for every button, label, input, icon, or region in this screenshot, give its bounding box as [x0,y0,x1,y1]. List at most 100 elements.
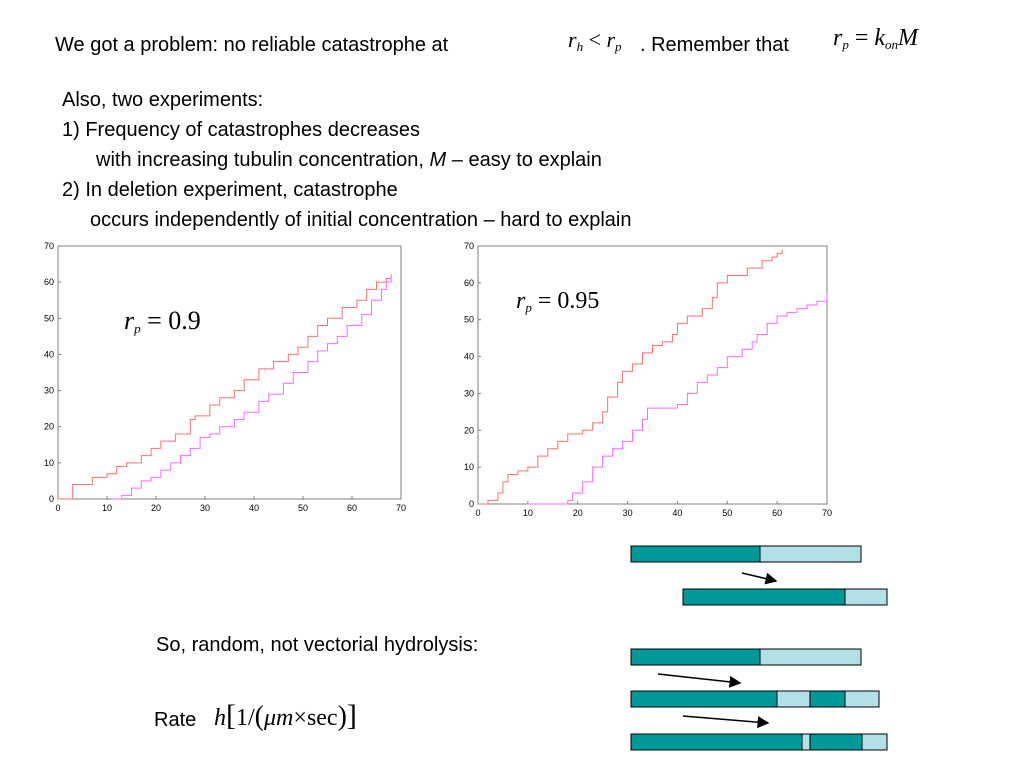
data-point [567,499,569,501]
data-point [297,346,299,348]
data-point [175,433,177,435]
data-point [336,335,338,337]
y-tick-label: 20 [464,425,474,435]
data-point [497,492,499,494]
y-tick-label: 50 [44,313,54,323]
data-point [632,363,634,365]
rate-equation: rp = konM [833,25,919,52]
chart-2-annotation: rp = 0.95 [516,288,600,315]
data-point [602,411,604,413]
x-tick-label: 30 [623,508,633,518]
data-point [771,256,773,258]
data-point [602,455,604,457]
data-point [385,281,387,283]
data-point [307,335,309,337]
y-tick-label: 10 [464,462,474,472]
y-tick-label: 70 [464,241,474,251]
data-point [507,474,509,476]
chart-2: 0 10 20 30 40 50 60 70 0 10 20 30 40 50 60 70 [464,241,832,518]
data-point [111,498,113,500]
chart-1-plot-area [57,245,402,500]
data-point [786,311,788,313]
x-tick-label: 0 [475,508,480,518]
data-point [582,429,584,431]
data-point [676,403,678,405]
data-point [327,343,328,345]
x-tick-label: 20 [151,503,161,513]
data-point [160,440,162,442]
experiments-intro: Also, two experiments: [62,89,264,111]
data-point [356,299,358,301]
data-point [716,367,718,369]
x-tick-label: 40 [672,508,682,518]
data-point [273,361,275,363]
data-point [796,308,798,310]
y-tick-label: 30 [44,386,54,396]
data-point [317,350,319,352]
data-point [194,415,196,417]
x-tick-label: 20 [573,508,583,518]
data-point [72,484,74,486]
data-point [557,440,559,442]
data-point [180,455,181,457]
data-point [361,314,363,316]
experiment-2-line-2: occurs independently of initial concentr… [90,209,632,231]
x-tick-label: 60 [347,503,357,513]
data-point [57,498,59,500]
data-point [617,381,619,383]
data-point [380,288,382,290]
data-point [346,325,348,327]
y-tick-label: 20 [44,422,54,432]
data-point [233,390,235,392]
data-point [376,281,377,283]
data-point [258,368,260,370]
data-point [567,433,569,435]
y-tick-label: 40 [464,352,474,362]
data-point [282,382,284,384]
data-point [741,348,743,350]
data-point [86,484,88,486]
data-point [547,448,549,450]
y-tick-label: 30 [464,388,474,398]
data-point [592,422,594,424]
y-tick-label: 70 [44,241,54,251]
data-point [150,447,152,449]
data-point [371,299,373,301]
data-point [746,267,748,269]
data-point [307,361,309,363]
data-point [776,315,778,317]
data-point [527,503,529,505]
data-point [317,325,319,327]
data-point [160,469,162,471]
data-point [366,288,368,290]
headline: We got a problem: no reliable catastroph… [55,33,448,57]
data-point [726,356,728,358]
data-point [582,481,584,483]
data-point [385,278,387,280]
data-point [647,407,649,409]
data-point [632,429,634,431]
data-point [726,274,728,276]
data-point [209,404,211,406]
y-tick-label: 50 [464,315,474,325]
data-point [219,426,221,428]
data-point [622,370,624,372]
data-point [781,249,783,251]
data-point [341,306,343,308]
condition-formula: rh < rp [568,27,622,55]
x-tick-label: 50 [298,503,308,513]
chart-2-series-2-line [527,293,828,505]
data-point [711,297,713,299]
y-tick-label: 60 [44,277,54,287]
data-point [327,317,328,319]
x-tick-label: 10 [102,503,112,513]
hydrolysis-text: So, random, not vectorial hydrolysis: [156,634,479,656]
data-point [219,397,221,399]
y-tick-label: 40 [44,349,54,359]
headline-text: We got a problem: no reliable catastroph… [55,34,449,56]
data-point [233,418,235,420]
data-point [243,411,245,413]
data-point [676,322,678,324]
data-point [766,322,768,324]
x-tick-label: 60 [772,508,782,518]
